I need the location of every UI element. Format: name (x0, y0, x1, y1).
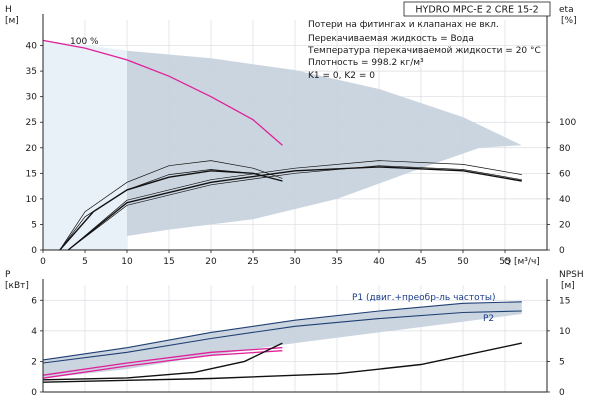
x-tick-label: 35 (331, 257, 342, 267)
y-tick-label: 0 (31, 246, 37, 256)
series-line (42, 39, 283, 146)
y-tick-label: 20 (26, 144, 38, 154)
top-panel: 0 5 10 15 20 25 30 35 40 0 20 40 60 80 100 H[м] eta[%] 0 5… (5, 5, 577, 267)
y-tick-label: 40 (26, 42, 38, 52)
y2-tick-label: 5 (559, 357, 565, 367)
x-tick-label: 45 (415, 257, 426, 267)
info-line-4: Плотность = 998.2 кг/м³ (308, 58, 424, 68)
y2-tick-label: 15 (559, 296, 570, 306)
y-tick-label: 15 (26, 169, 37, 179)
y2-axis-unit: [%] (561, 16, 577, 26)
series-line (67, 160, 522, 251)
series-line (42, 347, 283, 376)
y-tick-label: 2 (31, 357, 37, 367)
y2-tick-label: 60 (559, 169, 571, 179)
y-axis-label: P (5, 270, 11, 280)
y2-tick-label: 0 (559, 246, 565, 256)
y2-tick-label: 100 (559, 118, 576, 128)
y2-tick-label: 0 (559, 388, 565, 398)
series-line (42, 310, 522, 364)
series-line (42, 350, 283, 379)
y-tick-label: 10 (26, 195, 38, 205)
series-line (59, 170, 283, 251)
y-tick-label: 0 (31, 388, 37, 398)
info-line-2: Перекачиваемая жидкость = Вода (308, 34, 474, 44)
y2-tick-label: 10 (559, 327, 571, 337)
y-tick-label: 25 (26, 118, 37, 128)
series-line (67, 165, 522, 251)
x-tick-label: 50 (457, 257, 469, 267)
y-axis-label: H (5, 5, 12, 15)
p2-curve-label: P2 (483, 314, 494, 324)
y2-tick-label: 40 (559, 195, 571, 205)
y2-axis-label: NPSH (559, 270, 584, 280)
y-tick-label: 6 (31, 296, 37, 306)
x-tick-label: 25 (247, 257, 258, 267)
y-tick-label: 35 (26, 67, 37, 77)
p1-curve-label: P1 (двиг.+преобр-ль частоты) (352, 293, 496, 303)
y-tick-label: 4 (31, 327, 37, 337)
x-tick-label: 30 (289, 257, 301, 267)
series-line (42, 301, 522, 361)
series-line (42, 342, 522, 383)
y-tick-label: 30 (26, 93, 38, 103)
x-tick-label: 55 (499, 257, 510, 267)
y2-tick-label: 20 (559, 220, 571, 230)
info-line-1: Потери на фитингах и клапанах не вкл. (308, 20, 499, 30)
series-line (59, 160, 283, 251)
series-line (42, 342, 283, 381)
chart-title: HYDRO MPC-E 2 CRE 15-2 (415, 5, 538, 16)
y2-axis-unit: [м] (561, 281, 575, 291)
x-axis-unit: [м³/ч] (514, 257, 540, 267)
x-tick-label: 0 (40, 257, 46, 267)
x-tick-label: 40 (373, 257, 385, 267)
y-tick-label: 5 (31, 220, 37, 230)
info-line-3: Температура перекачиваемой жидкости = 20… (307, 46, 541, 56)
y2-axis-label: eta (559, 5, 574, 15)
series-line (67, 166, 522, 251)
info-line-5: K1 = 0, K2 = 0 (308, 71, 375, 81)
x-tick-label: 20 (205, 257, 217, 267)
y-axis-unit: [кВт] (5, 281, 29, 291)
x-tick-label: 5 (82, 257, 88, 267)
y-axis-unit: [м] (5, 16, 19, 26)
y2-tick-label: 80 (559, 144, 571, 154)
light-envelope-region (43, 40, 127, 250)
operating-envelope (43, 40, 522, 251)
speed-annotation: 100 % (70, 37, 99, 47)
x-tick-label: 15 (163, 257, 174, 267)
x-tick-label: 10 (121, 257, 133, 267)
x-axis-label: Q (504, 257, 511, 267)
bottom-panel: 0 2 4 6 0 5 10 15 P[кВт] NPSH[м] P1 (двиг.+преобр-… (5, 270, 584, 398)
title-box (403, 1, 551, 17)
